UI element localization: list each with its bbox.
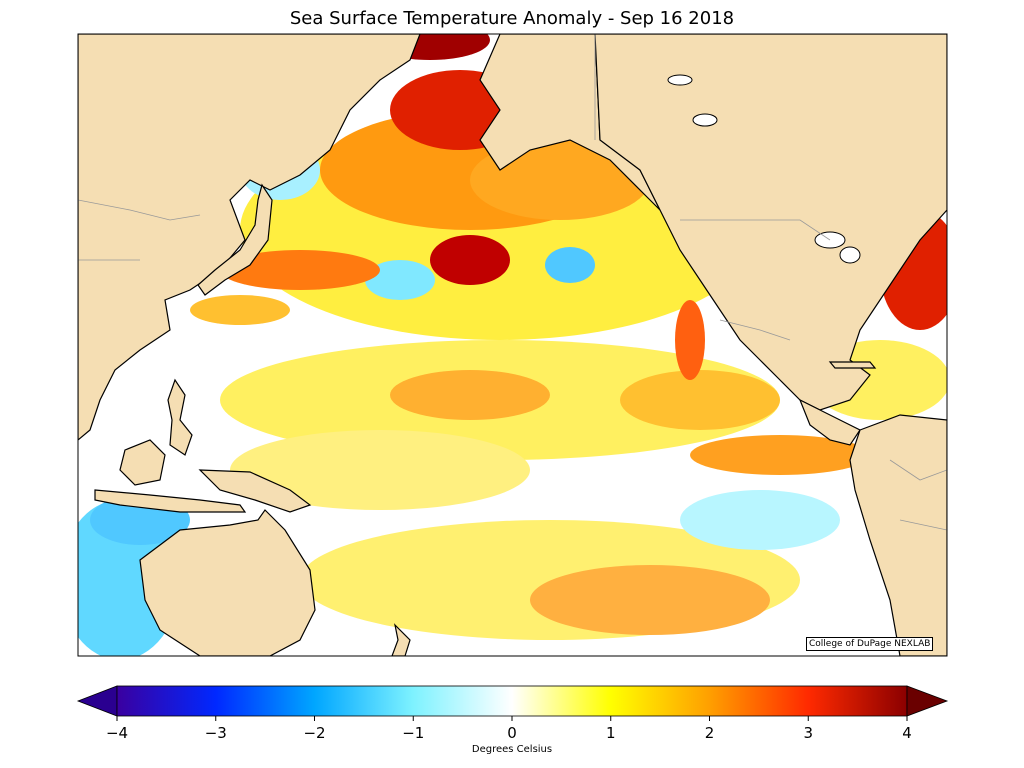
great-lakes (667, 74, 861, 264)
colorbar-ticks (116, 716, 908, 721)
map-area (78, 34, 947, 656)
anomaly-patch (675, 300, 705, 380)
anomaly-patch (530, 565, 770, 635)
south-america (849, 414, 947, 656)
cuba (828, 361, 877, 369)
philippines (167, 378, 193, 456)
colorbar-right-extension (906, 685, 949, 717)
colorbar-left-extension (76, 685, 118, 717)
map-title: Sea Surface Temperature Anomaly - Sep 16… (289, 8, 735, 29)
map-frame (77, 33, 948, 657)
colorbar-label: Degrees Celsius (471, 744, 553, 755)
border-line (78, 199, 201, 221)
colorbar-tick-label: −3 (204, 724, 227, 742)
colorbar-gradient (116, 685, 908, 717)
anomaly-patch (690, 435, 870, 475)
lake (839, 246, 861, 264)
anomaly-patch (230, 430, 530, 510)
new-zealand (391, 623, 411, 656)
colorbar-tick-label: 4 (902, 724, 912, 742)
borneo (119, 439, 166, 486)
political-borders (78, 34, 947, 531)
anomaly-patch (220, 250, 380, 290)
colorbar-tick-label: 1 (605, 724, 616, 742)
anomaly-patch (680, 490, 840, 550)
indonesia-islands (94, 489, 247, 513)
new-guinea (198, 469, 312, 513)
colorbar-tick-label: 2 (704, 724, 715, 742)
border-line (719, 319, 791, 341)
central-america (798, 398, 861, 446)
lake (667, 74, 693, 86)
border-line (899, 519, 947, 531)
border-line (680, 219, 831, 241)
australia (139, 509, 316, 656)
colorbar-tick-label: 0 (507, 724, 517, 742)
credit-label: College of DuPage NEXLAB (806, 637, 934, 651)
anomaly-patch (190, 295, 290, 325)
anomaly-patch (390, 370, 550, 420)
colorbar-tick-label: 3 (803, 724, 814, 742)
colorbar-tick-label: −1 (402, 724, 425, 742)
japan-island (197, 183, 273, 296)
colorbar-tick-label: −2 (303, 724, 326, 742)
border-line (889, 459, 947, 481)
anomaly-patch (365, 260, 435, 300)
colorbar-tick-label: −4 (105, 724, 129, 742)
anomaly-patch (545, 247, 595, 283)
land (78, 34, 947, 656)
anomaly-patch (620, 370, 780, 430)
asia-landmass (78, 34, 421, 441)
lake (692, 113, 718, 127)
anomaly-patch (430, 235, 510, 285)
